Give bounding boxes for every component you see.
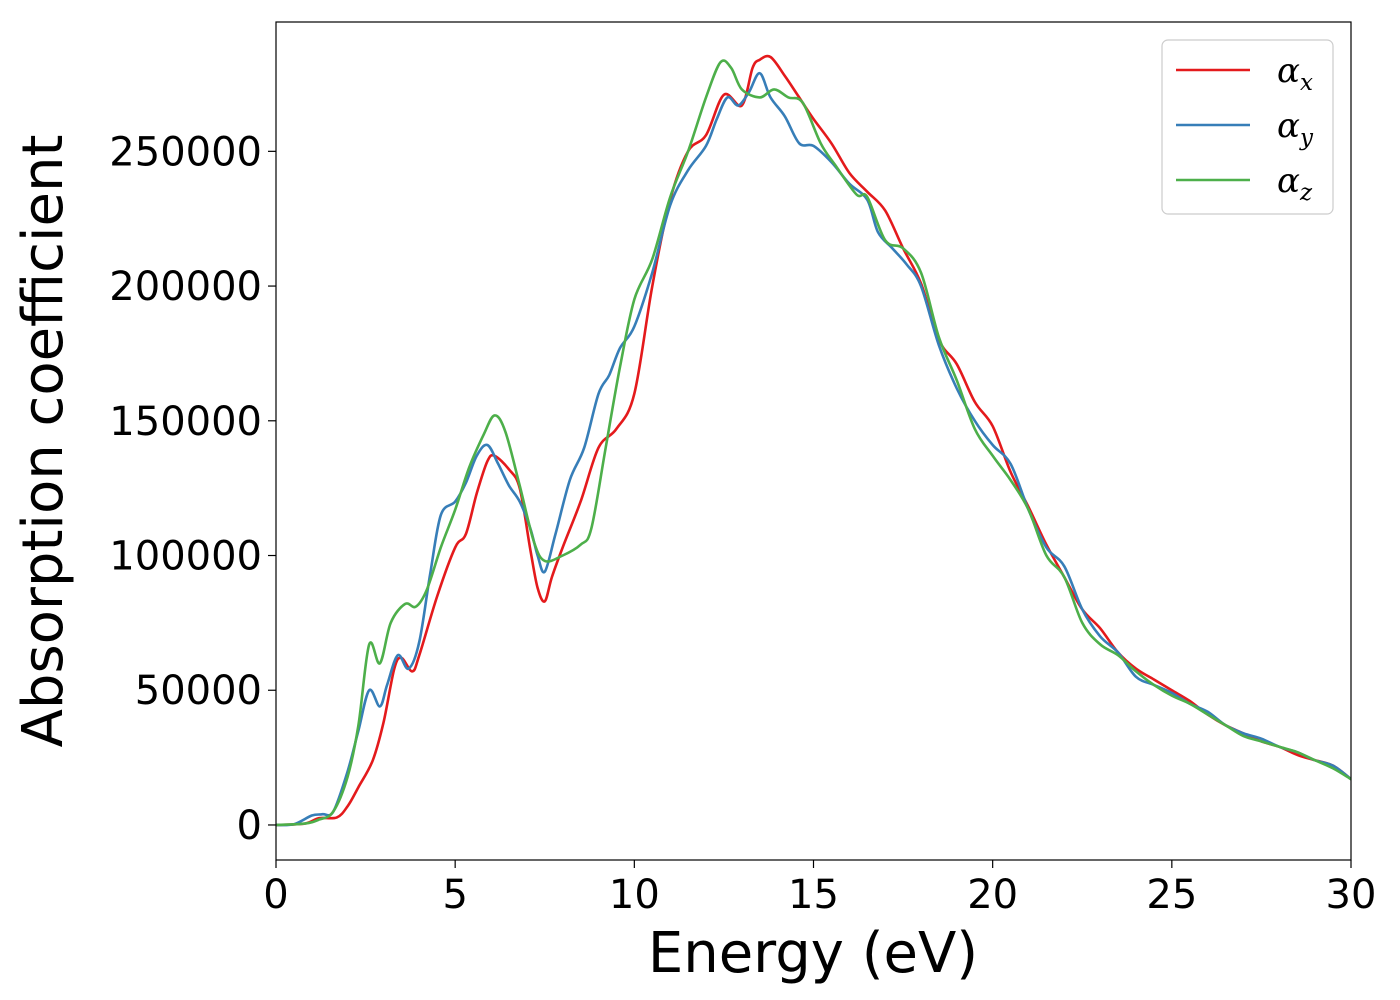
legend-box xyxy=(1161,39,1334,215)
series-layer xyxy=(276,54,1351,827)
y-tick-label: 150000 xyxy=(109,399,262,445)
x-tick-label: 10 xyxy=(609,872,660,918)
y-tick-label: 200000 xyxy=(109,264,262,310)
y-tick-label: 100000 xyxy=(109,534,262,580)
y-axis-label: Absorption coefficient xyxy=(11,135,76,748)
series-line-z xyxy=(276,59,1351,827)
x-tick-label: 25 xyxy=(1146,872,1197,918)
x-tick-label: 20 xyxy=(967,872,1018,918)
legend-label-y: αy xyxy=(1277,106,1314,151)
legend-label-z: αz xyxy=(1277,161,1313,206)
x-tick-label: 30 xyxy=(1326,872,1377,918)
y-axis: 0 50000 100000 150000 200000 250000 xyxy=(109,129,276,849)
x-tick-label: 15 xyxy=(788,872,839,918)
x-axis: 0 5 10 15 20 25 30 xyxy=(263,860,1376,918)
series-line-x xyxy=(276,54,1351,827)
y-tick-label: 250000 xyxy=(109,129,262,175)
y-tick-label: 50000 xyxy=(135,668,262,714)
x-tick-label: 0 xyxy=(263,872,288,918)
x-tick-label: 5 xyxy=(442,872,467,918)
legend: αx αy αz xyxy=(1161,39,1334,215)
y-tick-label: 0 xyxy=(237,803,262,849)
x-axis-label: Energy (eV) xyxy=(648,921,978,986)
legend-label-x: αx xyxy=(1277,51,1313,96)
